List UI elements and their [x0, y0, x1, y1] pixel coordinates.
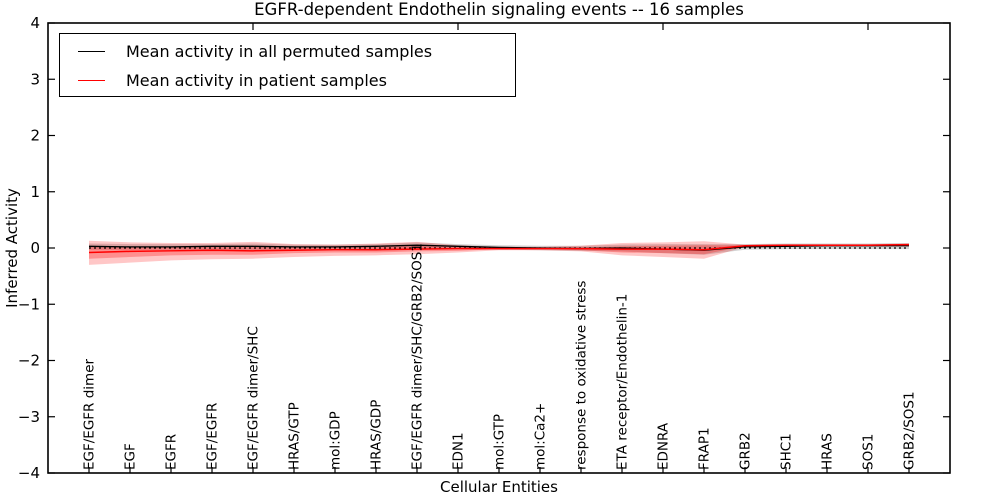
x-tick-label: SOS1: [861, 434, 877, 470]
x-tick-label: EDN1: [451, 432, 467, 470]
x-tick-label: ETA receptor/Endothelin-1: [615, 294, 631, 470]
x-tick-label: GRB2: [738, 432, 754, 470]
x-tick-label: SHC1: [779, 433, 795, 470]
legend-line-sample-black: [78, 51, 105, 52]
y-tick-label: −1: [18, 295, 40, 313]
legend-entry-patient: Mean activity in patient samples: [60, 66, 515, 95]
x-tick-label: EDNRA: [656, 422, 672, 470]
permuted-mean-line: [88, 244, 909, 251]
x-tick-label: EGF: [123, 443, 139, 470]
x-tick-label: response to oxidative stress: [574, 281, 590, 470]
legend-label: Mean activity in patient samples: [126, 71, 387, 90]
y-tick-label: 3: [30, 70, 40, 88]
legend: Mean activity in all permuted samples Me…: [59, 33, 516, 97]
chart-title: EGFR-dependent Endothelin signaling even…: [254, 0, 744, 19]
y-tick-label: −3: [18, 408, 40, 426]
y-tick-label: −2: [18, 352, 40, 370]
y-tick-label: 4: [30, 14, 40, 32]
x-axis-label: Cellular Entities: [440, 478, 558, 496]
legend-line-sample-red: [78, 80, 105, 81]
x-tick-label: HRAS/GDP: [369, 400, 385, 470]
y-tick-label: 1: [30, 183, 40, 201]
x-tick-label: HRAS: [820, 433, 836, 470]
y-axis-label: Inferred Activity: [3, 188, 21, 308]
x-tick-label: EGF/EGFR: [205, 403, 221, 470]
x-tick-label: EGF/EGFR dimer/SHC/GRB2/SOS1: [410, 243, 426, 470]
x-tick-label: GRB2/SOS1: [902, 391, 918, 470]
legend-entry-permuted: Mean activity in all permuted samples: [60, 37, 515, 66]
x-tick-label: mol:GTP: [492, 414, 508, 470]
x-tick-label: mol:GDP: [328, 411, 344, 470]
y-tick-label: 0: [30, 239, 40, 257]
y-tick-label: 2: [30, 127, 40, 145]
y-tick-label: −4: [18, 464, 40, 482]
x-tick-label: HRAS/GTP: [287, 402, 303, 470]
x-tick-label: EGF/EGFR dimer: [82, 358, 98, 470]
x-tick-label: mol:Ca2+: [533, 403, 549, 470]
patient-mean-line: [88, 243, 910, 254]
legend-label: Mean activity in all permuted samples: [126, 42, 433, 61]
x-tick-label: EGFR: [164, 434, 180, 470]
x-tick-label: FRAP1: [697, 427, 713, 470]
x-tick-label: EGF/EGFR dimer/SHC: [246, 326, 262, 470]
